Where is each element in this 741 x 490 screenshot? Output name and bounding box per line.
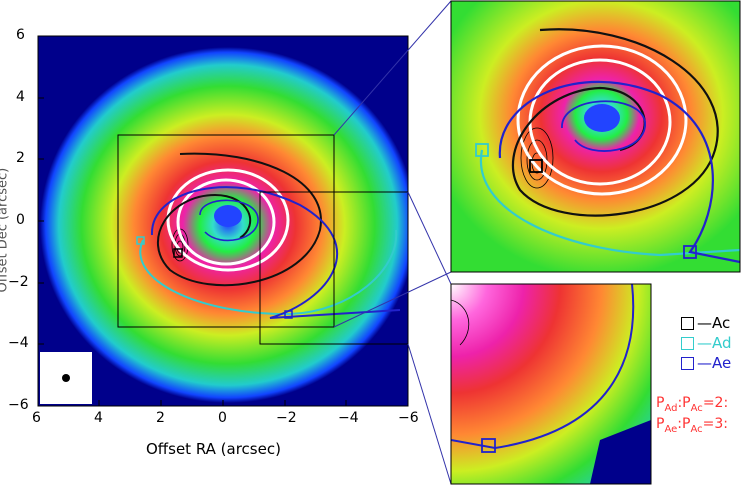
central-cavity [214, 205, 242, 227]
ratio-sub: Ad [664, 402, 678, 414]
ratio-sub: Ac [690, 423, 703, 435]
x-tick: −2 [276, 410, 297, 426]
x-tick: −4 [338, 410, 359, 426]
y-tick: −2 [8, 274, 29, 290]
marker-ad [136, 236, 145, 245]
marker-ac [173, 248, 183, 258]
spiral-ad [139, 229, 398, 316]
x-axis-label: Offset RA (arcsec) [146, 440, 281, 458]
zoom-panel-1 [450, 0, 741, 273]
spiral-ac [157, 152, 322, 287]
zoom-box-1 [117, 134, 335, 328]
y-tick: 4 [16, 89, 25, 105]
period-ratio-ae: PAe:PAc=3: [656, 416, 728, 435]
legend-swatch [681, 316, 694, 330]
marker-ae [284, 310, 293, 319]
ratio-text: =2: [702, 395, 729, 411]
legend-item-ac: —Ac [681, 314, 730, 332]
connectors [333, 0, 452, 485]
x-tick: −6 [398, 410, 419, 426]
legend-swatch [681, 356, 694, 370]
ratio-sub: Ac [690, 402, 703, 414]
ratio-text: :P [677, 416, 691, 432]
legend-swatch [681, 336, 694, 350]
y-tick: −6 [8, 397, 29, 413]
ratio-text: P [656, 416, 665, 432]
x-tick: 0 [218, 410, 227, 426]
spiral-ae-inner [199, 199, 259, 242]
ratio-text: :P [677, 395, 691, 411]
y-tick: 2 [16, 150, 25, 166]
legend-label: —Ad [697, 334, 732, 352]
ratio-text: P [656, 395, 665, 411]
white-rings [166, 168, 290, 272]
y-tick: 0 [16, 212, 25, 228]
y-tick: −4 [8, 335, 29, 351]
spiral-ae [150, 186, 401, 319]
tick-marks [37, 35, 409, 407]
y-tick: 6 [16, 27, 25, 43]
ratio-sub: Ae [664, 423, 678, 435]
ratio-text: =3: [702, 416, 728, 432]
legend-label: —Ae [697, 354, 732, 372]
main-panel [37, 35, 409, 407]
period-ratio-ad: PAd:PAc=2: [656, 395, 728, 414]
x-tick: 4 [94, 410, 103, 426]
legend-label: —Ac [697, 314, 731, 332]
legend-item-ae: —Ae [681, 354, 731, 372]
x-tick: 2 [156, 410, 165, 426]
beam-ellipse [62, 374, 70, 382]
zoom-panel-2 [450, 283, 652, 485]
x-tick: 6 [32, 410, 41, 426]
y-axis-label: Offset Dec (arcsec) [0, 167, 11, 293]
legend-item-ad: —Ad [681, 334, 732, 352]
